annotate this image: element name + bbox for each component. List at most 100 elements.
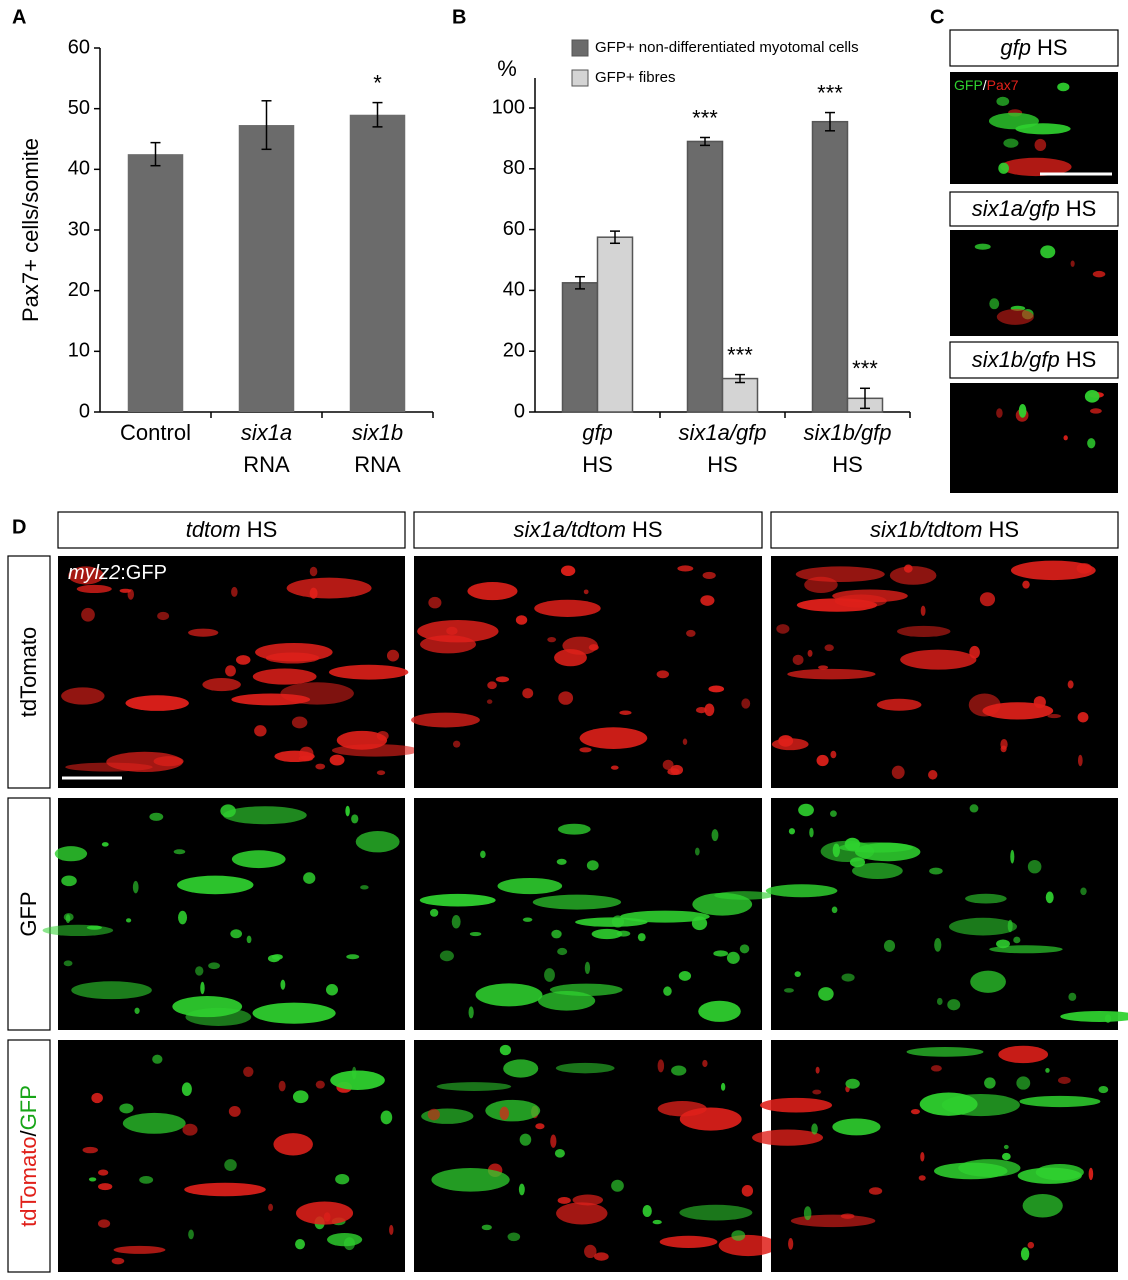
x-tick-label: HS: [832, 452, 863, 477]
cell: [295, 1239, 306, 1250]
cell: [88, 1177, 97, 1182]
header-italic: six1a/gfp: [972, 196, 1060, 221]
cell: [1010, 560, 1096, 581]
cell: [389, 1224, 394, 1235]
cell: [711, 829, 719, 842]
cell: [328, 664, 409, 680]
cell: [547, 637, 557, 643]
header: six1a/gfp HS: [972, 196, 1097, 221]
cell: [637, 933, 646, 942]
cell: [134, 1007, 140, 1014]
cell: [1092, 270, 1106, 278]
x-tick-label: HS: [582, 452, 613, 477]
cell: [98, 1169, 109, 1176]
cell: [594, 1252, 609, 1261]
legend-swatch: [571, 39, 589, 57]
panel-label: D: [12, 516, 26, 538]
cell: [184, 1182, 266, 1197]
cell: [554, 1148, 565, 1158]
cell: [989, 298, 1000, 310]
cell: [360, 885, 369, 890]
cell: [682, 738, 688, 745]
cell: [82, 1146, 98, 1154]
cell: [557, 823, 591, 835]
cell: [65, 762, 153, 772]
cell: [485, 1099, 541, 1122]
panel-label: C: [930, 6, 944, 28]
cell: [519, 1133, 532, 1146]
cell: [71, 981, 152, 1000]
cell: [695, 847, 700, 856]
cell: [788, 1237, 794, 1250]
header-box: [770, 511, 1119, 549]
y-axis-label: %: [497, 56, 517, 81]
y-tick-label: 40: [503, 279, 525, 301]
cell: [558, 691, 574, 705]
cell: [698, 1000, 741, 1022]
cell: [1087, 438, 1096, 449]
row-box: [7, 555, 51, 789]
stain-part: Pax7: [987, 77, 1019, 93]
cell: [1016, 1076, 1031, 1090]
marker-italic: mylz2: [68, 562, 120, 584]
cell: [1098, 1086, 1109, 1094]
cell: [778, 735, 794, 747]
cell: [619, 710, 632, 715]
cell: [355, 831, 400, 853]
cell: [868, 1187, 883, 1195]
cell: [252, 668, 317, 685]
header-box: [57, 511, 406, 549]
cell: [804, 576, 838, 594]
cell: [996, 939, 1010, 949]
cell: [930, 1065, 942, 1072]
cell: [495, 676, 510, 683]
cell: [1020, 1247, 1030, 1261]
cell: [428, 596, 442, 609]
cell: [1000, 157, 1072, 177]
cell: [906, 1047, 984, 1057]
cell: [1034, 138, 1047, 152]
header: six1b/tdtom HS: [870, 517, 1019, 542]
cell: [430, 908, 439, 917]
cell: [185, 1007, 252, 1026]
cell: [325, 984, 339, 996]
cell: [788, 828, 796, 835]
row-label: GFP: [16, 891, 41, 936]
cell: [731, 1230, 746, 1241]
cell: [499, 1044, 512, 1056]
y-tick-label: 60: [503, 218, 525, 240]
cell: [556, 1202, 608, 1225]
cell: [1010, 849, 1015, 864]
cell: [726, 951, 740, 964]
cell: [891, 765, 905, 779]
cell: [386, 649, 400, 662]
cell: [177, 875, 254, 895]
cell: [557, 1196, 571, 1204]
cell: [451, 915, 461, 929]
cell: [818, 987, 834, 1001]
cell: [584, 961, 591, 974]
cell: [42, 924, 114, 937]
cell: [157, 611, 170, 621]
cell: [591, 928, 623, 940]
cell: [252, 1002, 336, 1024]
cell: [101, 842, 109, 847]
cell: [125, 918, 132, 923]
significance: ***: [817, 80, 843, 105]
cell: [125, 695, 189, 711]
cell: [1022, 1193, 1063, 1218]
cell: [91, 1092, 103, 1104]
cell: [1027, 859, 1042, 874]
cell: [812, 1089, 822, 1095]
cell: [499, 1106, 510, 1120]
cell: [475, 983, 543, 1007]
cell: [1067, 680, 1074, 689]
cell: [996, 308, 1034, 325]
header-plain: HS: [1066, 347, 1097, 372]
cell: [1057, 1076, 1071, 1084]
cell: [928, 770, 938, 780]
cell: [929, 867, 943, 875]
cell: [1003, 1144, 1009, 1150]
row-label-part: /: [16, 1129, 41, 1136]
header-plain: HS: [988, 517, 1019, 542]
